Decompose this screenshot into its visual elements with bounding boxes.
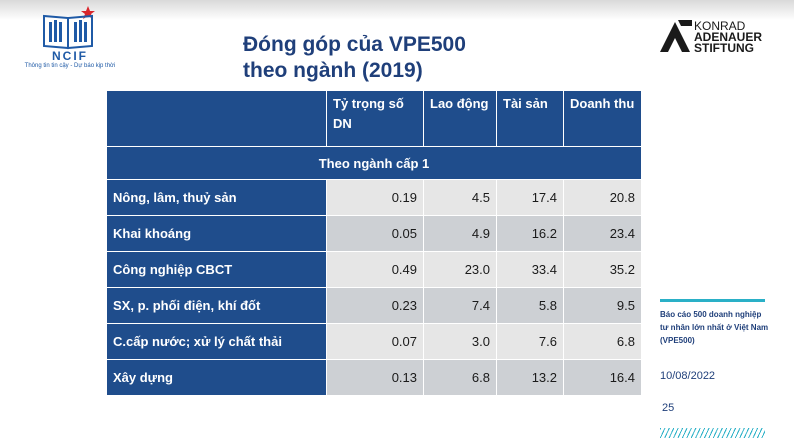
table-header-row: Tỷ trọng số DN Lao động Tài sản Doanh th… (106, 90, 642, 147)
table-cell: 0.23 (326, 287, 424, 324)
row-label: Xây dựng (106, 359, 327, 396)
table-cell: 0.07 (326, 323, 424, 360)
table-cell: 0.05 (326, 215, 424, 252)
hatch-decoration (660, 428, 765, 438)
table-row: SX, p. phối điện, khí đốt 0.23 7.4 5.8 9… (106, 287, 642, 324)
ncif-logo: NCIF Thông tin tin cậy - Dự báo kịp thời (10, 4, 130, 70)
table-cell: 33.4 (496, 251, 564, 288)
table-cell: 0.13 (326, 359, 424, 396)
table-cell: 6.8 (563, 323, 642, 360)
table-row: Công nghiệp CBCT 0.49 23.0 33.4 35.2 (106, 251, 642, 288)
table-cell: 17.4 (496, 179, 564, 216)
kas-line-1: KONRAD (694, 19, 746, 33)
report-date: 10/08/2022 (660, 370, 716, 382)
table-row: Khai khoáng 0.05 4.9 16.2 23.4 (106, 215, 642, 252)
kas-mark-icon (660, 20, 692, 52)
group-label: Theo ngành cấp 1 (106, 146, 642, 180)
title-line-1: Đóng góp của VPE500 (243, 33, 466, 56)
table-cell: 16.4 (563, 359, 642, 396)
column-header: Lao động (423, 90, 497, 147)
logo-name: NCIF (52, 49, 88, 63)
kas-logo: KONRAD ADENAUER STIFTUNG (658, 20, 788, 60)
page-number: 25 (662, 402, 675, 414)
table-cell: 7.4 (423, 287, 497, 324)
slide-title: Đóng góp của VPE500 theo ngành (2019) (243, 32, 573, 84)
sector-contribution-table: Tỷ trọng số DN Lao động Tài sản Doanh th… (106, 90, 642, 396)
column-header (106, 90, 327, 147)
table-cell: 13.2 (496, 359, 564, 396)
row-label: SX, p. phối điện, khí đốt (106, 287, 327, 324)
table-cell: 20.8 (563, 179, 642, 216)
table-row: Nông, lâm, thuỷ sản 0.19 4.5 17.4 20.8 (106, 179, 642, 216)
table-cell: 23.4 (563, 215, 642, 252)
table-cell: 3.0 (423, 323, 497, 360)
table-row: C.cấp nước; xử lý chất thải 0.07 3.0 7.6… (106, 323, 642, 360)
table-cell: 5.8 (496, 287, 564, 324)
table-cell: 4.5 (423, 179, 497, 216)
group-row: Theo ngành cấp 1 (106, 146, 642, 180)
table-cell: 16.2 (496, 215, 564, 252)
table-cell: 4.9 (423, 215, 497, 252)
kas-line-2: ADENAUER (694, 30, 763, 44)
books-icon (43, 6, 95, 50)
top-gradient-band (0, 0, 794, 20)
row-label: Công nghiệp CBCT (106, 251, 327, 288)
column-header: Tỷ trọng số DN (326, 90, 424, 147)
kas-wordmark: KONRAD ADENAUER STIFTUNG (694, 19, 763, 55)
side-accent-rule (660, 299, 765, 302)
table-cell: 6.8 (423, 359, 497, 396)
table-row: Xây dựng 0.13 6.8 13.2 16.4 (106, 359, 642, 396)
table-cell: 9.5 (563, 287, 642, 324)
report-name: Báo cáo 500 doanh nghiệp tư nhân lớn nhấ… (660, 310, 769, 345)
table-cell: 0.49 (326, 251, 424, 288)
title-line-2: theo ngành (2019) (243, 59, 423, 82)
table-cell: 23.0 (423, 251, 497, 288)
table-cell: 0.19 (326, 179, 424, 216)
row-label: Khai khoáng (106, 215, 327, 252)
table-cell: 35.2 (563, 251, 642, 288)
logo-tagline: Thông tin tin cậy - Dự báo kịp thời (24, 63, 116, 69)
column-header: Tài sản (496, 90, 564, 147)
column-header: Doanh thu (563, 90, 642, 147)
row-label: C.cấp nước; xử lý chất thải (106, 323, 327, 360)
table-cell: 7.6 (496, 323, 564, 360)
kas-line-3: STIFTUNG (694, 41, 754, 55)
row-label: Nông, lâm, thuỷ sản (106, 179, 327, 216)
